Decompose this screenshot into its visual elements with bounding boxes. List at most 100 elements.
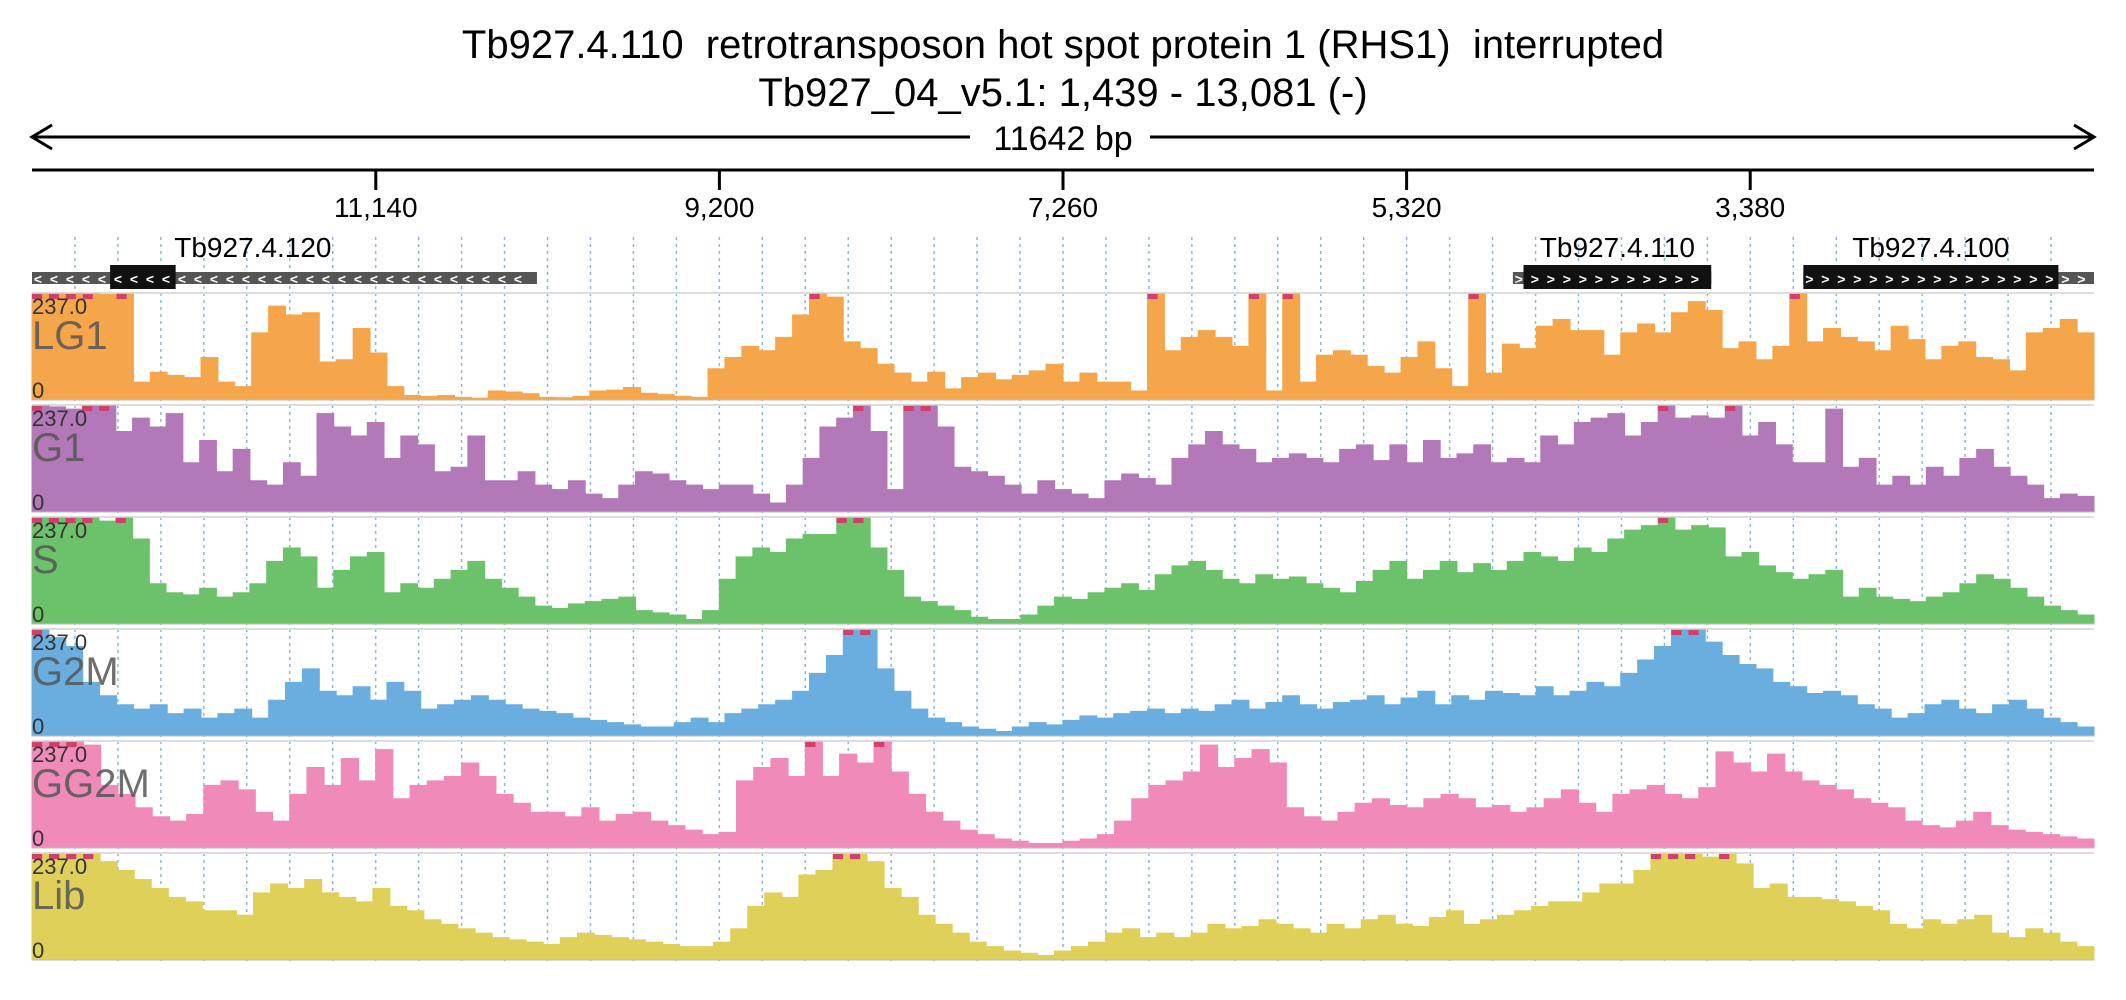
clip-marker — [99, 406, 110, 411]
clip-marker — [1147, 294, 1158, 299]
clip-marker — [843, 630, 854, 635]
strand-arrow-icon: > — [1579, 271, 1587, 287]
clip-marker — [32, 742, 43, 747]
strand-arrow-icon: < — [338, 271, 346, 287]
clip-marker — [873, 742, 885, 747]
y-max-label: 237.0 — [32, 630, 87, 655]
strand-arrow-icon: > — [1659, 271, 1667, 287]
strand-arrow-icon: > — [2013, 271, 2021, 287]
strand-arrow-icon: < — [226, 271, 234, 287]
clip-marker — [82, 406, 93, 411]
gene-title: Tb927.4.110 retrotransposon hot spot pro… — [461, 23, 1665, 67]
y-min-label: 0 — [32, 938, 44, 963]
strand-arrow-icon: < — [514, 271, 522, 287]
track-name: S — [32, 538, 59, 582]
clip-marker — [1667, 854, 1679, 859]
clip-marker — [32, 630, 43, 635]
strand-arrow-icon: > — [1563, 271, 1571, 287]
strand-arrow-icon: < — [178, 271, 186, 287]
gene-label[interactable]: Tb927.4.110 — [1540, 232, 1695, 263]
gene-label[interactable]: Tb927.4.120 — [174, 232, 331, 263]
gene-label[interactable]: Tb927.4.100 — [1852, 232, 2009, 263]
clip-marker — [1719, 854, 1730, 859]
strand-arrow-icon: < — [450, 271, 458, 287]
track-name: Lib — [32, 874, 85, 918]
track-s: 237.0 0 S — [31, 516, 2095, 627]
strand-arrow-icon: > — [1643, 271, 1651, 287]
y-min-label: 0 — [32, 714, 44, 739]
strand-arrow-icon: > — [1837, 271, 1845, 287]
track-lib: 237.0 0 Lib — [31, 852, 2095, 963]
strand-arrow-icon: > — [1853, 271, 1861, 287]
strand-arrow-icon: < — [258, 271, 266, 287]
strand-arrow-icon: < — [482, 271, 490, 287]
clip-marker — [903, 406, 914, 411]
coverage-area — [31, 293, 2095, 401]
gene-cds[interactable] — [1803, 265, 2059, 289]
strand-arrow-icon: > — [2061, 271, 2069, 287]
clip-marker — [1658, 406, 1669, 411]
clip-marker — [1671, 630, 1682, 635]
strand-arrow-icon: < — [34, 271, 42, 287]
y-max-label: 237.0 — [32, 854, 87, 879]
strand-arrow-icon: > — [1531, 271, 1539, 287]
strand-arrow-icon: < — [290, 271, 298, 287]
strand-arrow-icon: < — [50, 271, 58, 287]
ruler-ticks: 11,140 9,200 7,260 5,320 3,380 — [334, 170, 1785, 223]
clip-marker — [49, 854, 60, 859]
strand-arrow-icon: < — [322, 271, 330, 287]
strand-arrow-icon: < — [146, 271, 154, 287]
ruler-tick-label: 5,320 — [1372, 192, 1442, 223]
strand-arrow-icon: > — [1627, 271, 1635, 287]
ruler-tick-label: 3,380 — [1715, 192, 1785, 223]
coverage-area — [31, 517, 2095, 625]
clip-marker — [65, 294, 76, 299]
strand-arrow-icon: > — [2045, 271, 2053, 287]
clip-marker — [920, 406, 931, 411]
clip-marker — [65, 518, 76, 523]
clip-marker — [49, 742, 60, 747]
track-name: G2M — [32, 650, 119, 694]
track-name: GG2M — [32, 762, 150, 806]
clip-marker — [82, 294, 93, 299]
strand-arrow-icon: > — [1611, 271, 1619, 287]
ruler-tick-label: 11,140 — [334, 192, 418, 223]
gene-region[interactable] — [32, 272, 537, 284]
gene-cds[interactable] — [110, 265, 176, 289]
strand-arrow-icon: < — [386, 271, 394, 287]
strand-arrow-icon: > — [1901, 271, 1909, 287]
span-arrow-left-icon — [29, 123, 53, 151]
span-indicator: 11642 bp — [29, 120, 2097, 158]
strand-arrow-icon: > — [1691, 271, 1699, 287]
coverage-area — [31, 853, 2095, 961]
y-max-label: 237.0 — [32, 406, 87, 431]
strand-arrow-icon: > — [1965, 271, 1973, 287]
clip-marker — [809, 294, 820, 299]
strand-arrow-icon: < — [402, 271, 410, 287]
gene-cds[interactable] — [1523, 265, 1712, 289]
strand-arrow-icon: < — [98, 271, 106, 287]
strand-arrow-icon: < — [274, 271, 282, 287]
coverage-area — [31, 629, 2095, 737]
strand-arrow-icon: > — [1547, 271, 1555, 287]
strand-arrow-icon: > — [1595, 271, 1603, 287]
ruler-tick-label: 9,200 — [684, 192, 754, 223]
clip-marker — [1248, 294, 1260, 299]
track-gg2m: 237.0 0 GG2M — [31, 740, 2095, 851]
strand-arrow-icon: < — [434, 271, 442, 287]
strand-arrow-icon: < — [370, 271, 378, 287]
strand-arrow-icon: > — [1821, 271, 1829, 287]
clip-marker — [1685, 854, 1696, 859]
span-label: 11642 bp — [993, 120, 1132, 158]
clip-marker — [32, 854, 43, 859]
strand-arrow-icon: > — [1997, 271, 2005, 287]
strand-arrow-icon: < — [354, 271, 362, 287]
strand-arrow-icon: > — [1949, 271, 1957, 287]
strand-arrow-icon: > — [2029, 271, 2037, 287]
strand-arrow-icon: > — [1885, 271, 1893, 287]
strand-arrow-icon: > — [1869, 271, 1877, 287]
y-min-label: 0 — [32, 490, 44, 515]
clip-marker — [66, 742, 77, 747]
gene-track: < < < < < < < < < < < < < < < < < < < < < < < < < < < < < < < Tb927.4.1… — [32, 232, 2094, 289]
clip-marker — [48, 518, 59, 523]
